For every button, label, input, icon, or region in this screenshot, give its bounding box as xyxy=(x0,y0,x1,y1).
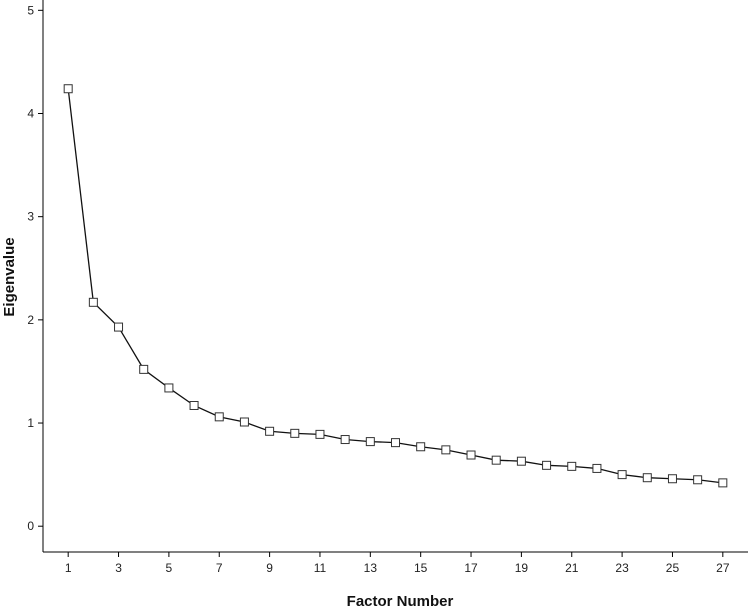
data-point-marker xyxy=(139,364,149,374)
data-point-marker xyxy=(617,470,627,480)
x-tick-label: 7 xyxy=(216,561,223,575)
data-point-marker xyxy=(592,463,602,473)
data-point-marker xyxy=(290,428,300,438)
x-ticks: 1 3 5 7 9 11 13 15 17 19 21 23 25 27 xyxy=(65,552,730,575)
x-tick-label: 25 xyxy=(666,561,680,575)
x-tick-label: 19 xyxy=(515,561,529,575)
data-point-marker xyxy=(164,383,174,393)
data-point-marker xyxy=(365,437,375,447)
y-axis-title: Eigenvalue xyxy=(1,237,18,316)
data-point-marker xyxy=(340,435,350,445)
y-ticks: 0 1 2 3 4 5 xyxy=(27,3,43,533)
x-tick-label: 21 xyxy=(565,561,579,575)
data-point-marker xyxy=(491,455,501,465)
series-line xyxy=(67,88,723,484)
x-axis-title: Factor Number xyxy=(347,593,454,610)
data-point-marker xyxy=(315,429,325,439)
data-point-marker xyxy=(693,475,703,485)
data-point-marker xyxy=(542,460,552,470)
data-point-marker xyxy=(63,84,73,94)
series-group xyxy=(63,84,728,488)
data-point-marker xyxy=(718,478,728,488)
data-point-marker xyxy=(642,473,652,483)
data-point-marker xyxy=(416,442,426,452)
data-point-marker xyxy=(214,412,224,422)
x-tick-label: 11 xyxy=(314,561,327,575)
x-tick-label: 23 xyxy=(615,561,629,575)
x-tick-label: 15 xyxy=(414,561,428,575)
axes xyxy=(42,0,748,553)
data-point-marker xyxy=(189,400,199,410)
x-tick-label: 1 xyxy=(65,561,72,575)
data-point-marker xyxy=(667,474,677,484)
y-tick-label: 0 xyxy=(27,519,34,533)
data-point-marker xyxy=(466,450,476,460)
x-tick-label: 13 xyxy=(364,561,378,575)
y-tick-label: 3 xyxy=(27,210,34,224)
data-point-marker xyxy=(239,417,249,427)
y-tick-label: 5 xyxy=(27,3,34,17)
y-tick-label: 1 xyxy=(27,416,34,430)
data-point-marker xyxy=(391,438,400,448)
x-tick-label: 5 xyxy=(166,561,173,575)
x-tick-label: 17 xyxy=(464,561,478,575)
data-point-marker xyxy=(114,322,124,332)
data-point-marker xyxy=(88,297,98,307)
data-point-marker xyxy=(567,461,577,471)
y-tick-label: 4 xyxy=(27,106,34,120)
x-tick-label: 9 xyxy=(266,561,273,575)
x-tick-label: 27 xyxy=(716,561,730,575)
data-point-marker xyxy=(441,445,451,455)
data-point-marker xyxy=(265,426,275,436)
y-tick-label: 2 xyxy=(27,313,34,327)
x-tick-label: 3 xyxy=(115,561,122,575)
data-point-marker xyxy=(516,456,526,466)
